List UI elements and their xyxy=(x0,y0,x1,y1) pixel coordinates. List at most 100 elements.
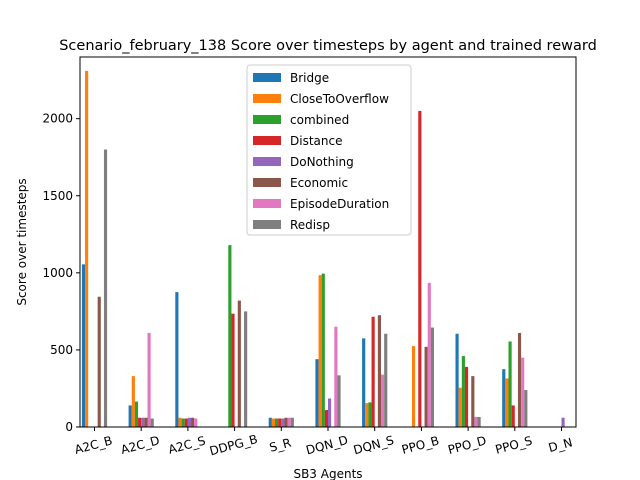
bar-EpisodeDuration-DQN_D xyxy=(334,326,338,427)
bar-Economic-PPO_D xyxy=(471,376,475,428)
y-tick-label: 2000 xyxy=(42,112,73,126)
bar-DoNothing-D_N xyxy=(561,417,565,427)
bar-Bridge-A2C_D xyxy=(128,405,132,427)
bar-Bridge-DQN_D xyxy=(315,359,319,427)
bar-EpisodeDuration-PPO_B xyxy=(427,282,431,427)
bar-CloseToOverflow-A2C_S xyxy=(178,417,182,427)
y-tick-label: 1500 xyxy=(42,189,73,203)
x-tick-label-DQN_D: DQN_D xyxy=(304,433,349,458)
bar-Redisp-DDPG_B xyxy=(244,311,248,428)
x-tick-label-A2C_B: A2C_B xyxy=(73,433,114,456)
bar-Distance-PPO_B xyxy=(418,110,422,428)
bar-Distance-DQN_D xyxy=(324,410,328,427)
bar-CloseToOverflow-PPO_D xyxy=(458,387,462,427)
bar-Redisp-S_R xyxy=(290,417,294,427)
bar-Economic-A2C_B xyxy=(97,296,101,427)
bar-DoNothing-A2C_D xyxy=(141,417,145,427)
legend-swatch-CloseToOverflow xyxy=(253,94,281,103)
legend-label-Bridge: Bridge xyxy=(290,71,329,85)
bar-EpisodeDuration-A2C_D xyxy=(147,332,151,427)
x-tick-label-S_R: S_R xyxy=(268,436,293,455)
bar-CloseToOverflow-A2C_D xyxy=(131,376,135,428)
bar-Economic-A2C_S xyxy=(191,417,195,427)
legend-label-combined: combined xyxy=(290,113,349,127)
chart-title: Scenario_february_138 Score over timeste… xyxy=(59,38,597,54)
bar-combined-DQN_D xyxy=(321,273,325,427)
legend-swatch-EpisodeDuration xyxy=(253,199,281,208)
x-axis: A2C_B A2C_D A2C_S DDPG_B S_R DQN_D DQN_S PPO_B P… xyxy=(73,427,574,458)
bar-Redisp-A2C_B xyxy=(103,149,108,427)
bar-CloseToOverflow-PPO_B xyxy=(411,346,416,427)
legend: Bridge CloseToOverflow combined Distance DoN… xyxy=(246,64,412,236)
x-tick-label-PPO_B: PPO_B xyxy=(400,433,440,456)
bar-DoNothing-A2C_S xyxy=(187,417,192,427)
bar-Distance-DQN_S xyxy=(371,316,375,427)
legend-box xyxy=(246,64,412,236)
bar-Redisp-PPO_B xyxy=(430,327,434,427)
bar-Economic-S_R xyxy=(284,417,288,427)
y-tick-label: 500 xyxy=(50,343,73,357)
y-axis-label: Score over timesteps xyxy=(15,178,29,305)
bar-Redisp-DQN_S xyxy=(384,333,388,427)
y-tick-label: 1000 xyxy=(42,266,73,280)
legend-swatch-Redisp xyxy=(253,220,281,229)
legend-label-EpisodeDuration: EpisodeDuration xyxy=(290,197,389,211)
bar-CloseToOverflow-A2C_B xyxy=(85,70,89,428)
bar-DoNothing-S_R xyxy=(281,418,285,427)
x-tick-label-PPO_D: PPO_D xyxy=(446,433,487,457)
legend-label-Economic: Economic xyxy=(290,176,348,190)
bar-Distance-DDPG_B xyxy=(231,313,235,427)
x-axis-label: SB3 Agents xyxy=(293,467,362,480)
legend-label-DoNothing: DoNothing xyxy=(290,155,354,169)
x-tick-label-PPO_S: PPO_S xyxy=(494,434,534,457)
y-axis: 0 500 1000 1500 2000 xyxy=(42,112,80,434)
bar-combined-S_R xyxy=(275,418,279,427)
bar-Distance-S_R xyxy=(278,418,282,427)
bar-Distance-A2C_D xyxy=(138,417,142,427)
legend-swatch-DoNothing xyxy=(253,157,281,166)
bar-EpisodeDuration-A2C_S xyxy=(194,418,198,427)
bar-Economic-PPO_B xyxy=(424,346,428,427)
bar-CloseToOverflow-DQN_D xyxy=(318,275,322,427)
plot-frame xyxy=(79,56,577,428)
bar-Redisp-DQN_D xyxy=(337,375,341,427)
bar-EpisodeDuration-PPO_D xyxy=(474,416,478,427)
bar-Bridge-A2C_S xyxy=(175,292,179,427)
bar-Redisp-A2C_D xyxy=(150,418,154,427)
bar-combined-A2C_S xyxy=(181,418,185,427)
x-tick-label-D_N: D_N xyxy=(547,435,574,455)
x-tick-label-A2C_S: A2C_S xyxy=(167,433,207,456)
bar-Bridge-PPO_D xyxy=(455,333,459,427)
legend-swatch-Economic xyxy=(253,178,281,187)
x-tick-label-DQN_S: DQN_S xyxy=(352,433,395,457)
legend-label-Redisp: Redisp xyxy=(290,218,330,232)
bar-Economic-PPO_S xyxy=(517,332,522,427)
bar-combined-DDPG_B xyxy=(228,245,232,427)
legend-swatch-Distance xyxy=(253,136,281,145)
bar-CloseToOverflow-S_R xyxy=(271,418,275,427)
legend-label-CloseToOverflow: CloseToOverflow xyxy=(290,92,389,106)
legend-swatch-Bridge xyxy=(253,73,281,82)
bar-Bridge-DQN_S xyxy=(362,338,366,427)
legend-label-Distance: Distance xyxy=(290,134,342,148)
bar-CloseToOverflow-PPO_S xyxy=(505,378,509,427)
bars xyxy=(81,70,565,428)
bar-EpisodeDuration-S_R xyxy=(287,417,291,427)
bar-combined-PPO_D xyxy=(461,356,465,427)
bar-Economic-DQN_S xyxy=(377,315,381,427)
x-tick-label-A2C_D: A2C_D xyxy=(119,433,161,457)
x-tick-label-DDPG_B: DDPG_B xyxy=(208,432,259,458)
legend-swatch-combined xyxy=(253,115,281,124)
bar-Bridge-A2C_B xyxy=(81,264,86,427)
bar-CloseToOverflow-DQN_S xyxy=(365,403,369,427)
bar-Distance-PPO_D xyxy=(464,366,469,428)
bar-Economic-A2C_D xyxy=(144,417,148,427)
bar-combined-PPO_S xyxy=(508,341,512,427)
bar-Distance-A2C_S xyxy=(184,418,188,427)
bar-Redisp-PPO_D xyxy=(477,416,481,427)
bar-Economic-DDPG_B xyxy=(237,300,241,427)
bar-DoNothing-DQN_D xyxy=(328,398,332,427)
bar-combined-A2C_D xyxy=(134,401,139,427)
bar-EpisodeDuration-DQN_S xyxy=(381,374,385,427)
